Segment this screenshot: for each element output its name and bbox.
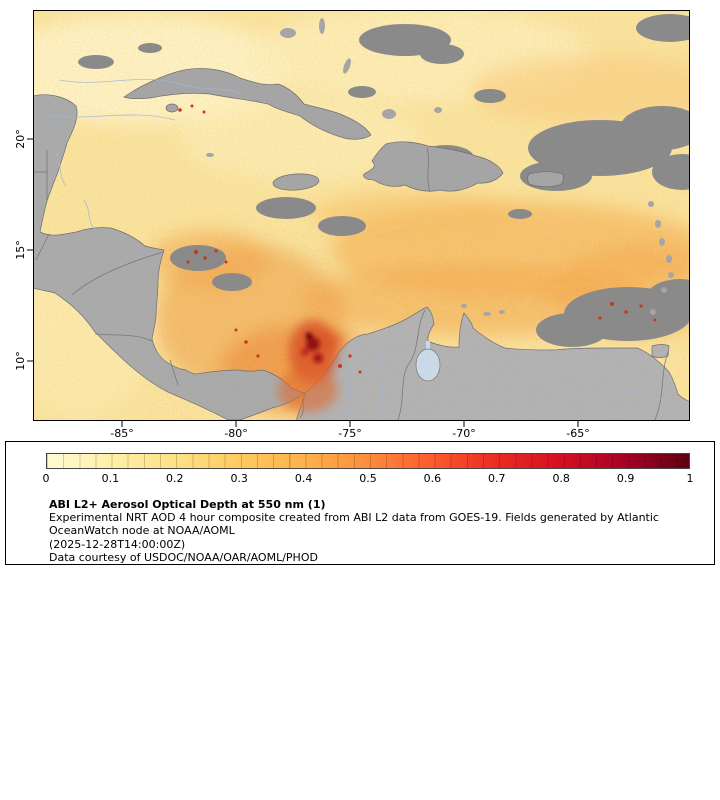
lon-tick-label-70: -70°: [452, 427, 475, 440]
lat-tick-label-10: 10°: [14, 351, 27, 371]
lon-tick-label-65: -65°: [566, 427, 589, 440]
legend-caption: ABI L2+ Aerosol Optical Depth at 550 nm …: [49, 498, 659, 564]
land-cuba: [123, 68, 372, 140]
lat-tick-label-15: 15°: [14, 240, 27, 260]
aod-map-svg: 20° 15° 10° -85° -80° -75° -70° -65°: [14, 10, 690, 440]
lat-tick-label-20: 20°: [14, 129, 27, 149]
aod-map-figure: 20° 15° 10° -85° -80° -75° -70° -65°: [14, 10, 690, 440]
colorbar-tick-0p1: 0.1: [101, 472, 120, 485]
colorbar-segment-lines: [47, 454, 689, 468]
legend-line-2: OceanWatch node at NOAA/AOML: [49, 524, 235, 538]
colorbar-tick-0p7: 0.7: [488, 472, 506, 485]
lon-tick-label-85: -85°: [110, 427, 133, 440]
colorbar-tick-0p6: 0.6: [423, 472, 442, 485]
colorbar-tick-0: 0: [42, 472, 50, 485]
axis-ticks: [27, 138, 579, 427]
colorbar: [46, 453, 690, 469]
map-frame: [33, 10, 690, 421]
red-speckle-noise: [150, 230, 690, 420]
land-jamaica: [272, 173, 320, 191]
legend-title: ABI L2+ Aerosol Optical Depth at 550 nm …: [49, 498, 326, 511]
colorbar-tick-1: 1: [686, 472, 694, 485]
legend-box: 0 0.1 0.2 0.3 0.4 0.5 0.6 0.7 0.8 0.9 1 …: [5, 441, 715, 565]
lon-tick-label-80: -80°: [224, 427, 247, 440]
colorbar-area: 0 0.1 0.2 0.3 0.4 0.5 0.6 0.7 0.8 0.9 1: [42, 453, 694, 487]
colorbar-tick-0p4: 0.4: [294, 472, 313, 485]
legend-line-1: Experimental NRT AOD 4 hour composite cr…: [49, 511, 659, 525]
colorbar-tick-0p2: 0.2: [166, 472, 184, 485]
axis-labels: 20° 15° 10° -85° -80° -75° -70° -65°: [14, 129, 590, 440]
colorbar-tick-0p5: 0.5: [359, 472, 377, 485]
colorbar-tick-0p3: 0.3: [230, 472, 248, 485]
legend-line-4: Data courtesy of USDOC/NOAA/OAR/AOML/PHO…: [49, 550, 318, 564]
lon-tick-label-75: -75°: [338, 427, 361, 440]
colorbar-tick-0p8: 0.8: [552, 472, 570, 485]
colorbar-tick-labels: 0 0.1 0.2 0.3 0.4 0.5 0.6 0.7 0.8 0.9 1: [42, 472, 694, 487]
legend-line-3: (2025-12-28T14:00:00Z): [49, 537, 186, 551]
land-hispaniola: [363, 141, 504, 192]
land-puerto-rico: [527, 171, 564, 188]
colorbar-tick-0p9: 0.9: [616, 472, 635, 485]
